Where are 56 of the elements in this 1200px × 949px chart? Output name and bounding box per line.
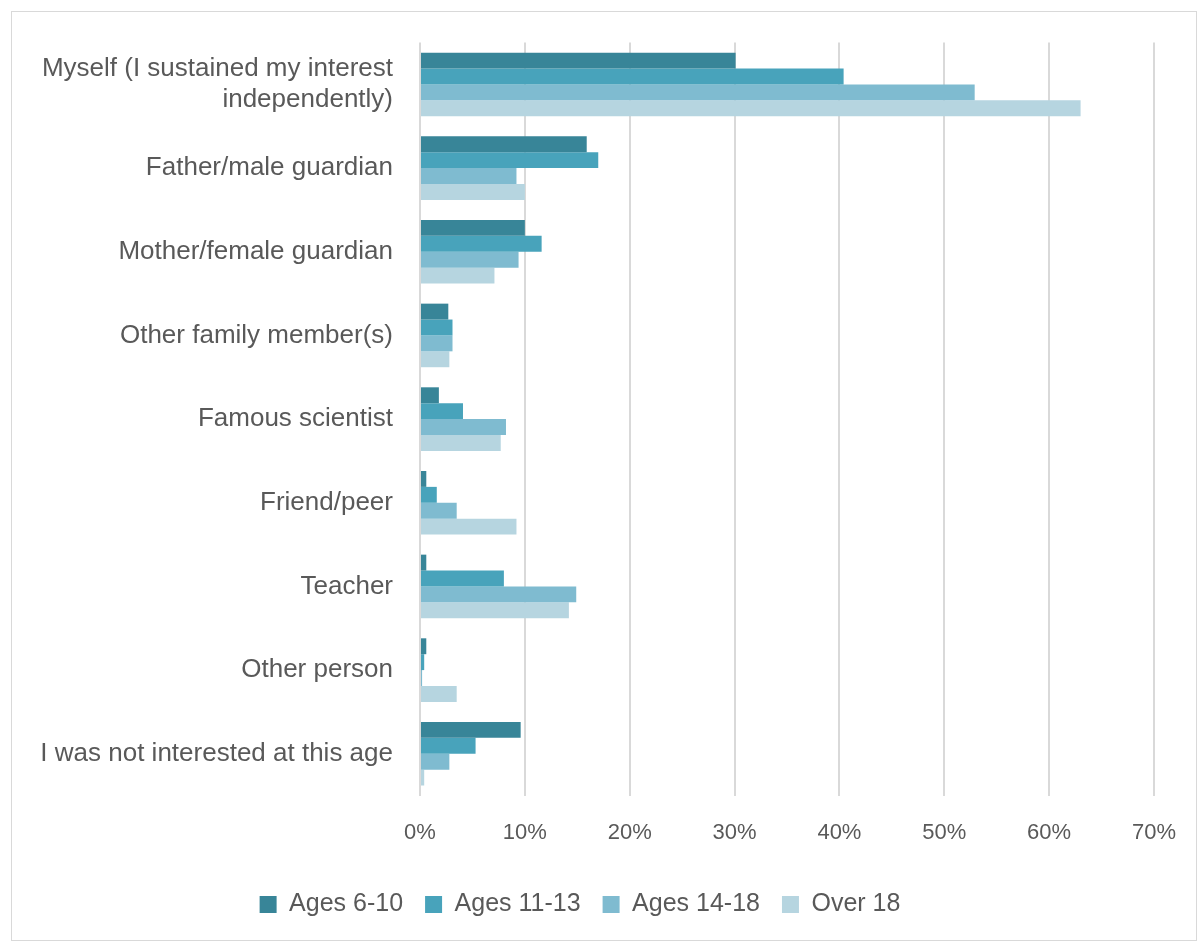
x-tick-label: 40%: [817, 818, 862, 844]
bar: [421, 654, 425, 671]
bar: [421, 219, 525, 236]
bar: [421, 52, 736, 69]
bar: [421, 303, 449, 320]
y-tick-label: Other family member(s): [119, 318, 393, 349]
y-tick-label: Teacher: [300, 569, 394, 600]
bar: [421, 721, 521, 738]
y-tick-label: Famous scientist: [197, 402, 394, 433]
bar: [421, 100, 1081, 117]
bar: [421, 351, 450, 368]
bar: [421, 686, 457, 702]
bar: [421, 502, 457, 519]
legend-label: Over 18: [811, 888, 901, 917]
bar: [421, 403, 463, 420]
x-tick-label: 50%: [922, 818, 967, 844]
bar: [421, 152, 599, 169]
legend-label: Ages 14-18: [632, 888, 760, 917]
bar: [421, 184, 525, 200]
bar: [421, 737, 476, 754]
bar: [421, 518, 517, 535]
y-tick-label: Father/male guardian: [145, 151, 393, 182]
bar: [421, 68, 844, 85]
legend-label: Ages 6-10: [289, 888, 404, 917]
bar: [421, 570, 504, 587]
y-tick-label: Friend/peer: [260, 485, 394, 516]
bar: [421, 769, 425, 786]
bar: [421, 586, 577, 603]
bar: [421, 753, 450, 770]
x-tick-label: 0%: [404, 818, 436, 844]
bar: [421, 235, 542, 252]
y-tick-label: I was not interested at this age: [40, 736, 393, 767]
bar: [421, 602, 569, 619]
y-tick-label: Myself (I sustained my interest independently): [41, 52, 394, 114]
bar: [421, 470, 427, 487]
bar: [421, 136, 587, 153]
x-tick-label: 30%: [712, 818, 757, 844]
bar: [421, 387, 439, 404]
x-tick-label: 10%: [502, 818, 547, 844]
bar: [421, 638, 427, 655]
bar: [421, 168, 517, 184]
x-tick-label: 60%: [1027, 818, 1072, 844]
bar: [421, 251, 519, 268]
x-tick-label: 70%: [1131, 818, 1177, 844]
bar: [421, 319, 453, 336]
y-tick-label: Other person: [241, 653, 393, 684]
bar: [421, 419, 506, 435]
x-tick-label: 20%: [607, 818, 652, 844]
bar: [421, 435, 501, 451]
bar: [421, 84, 975, 101]
bar: [421, 554, 427, 571]
legend-label: Ages 11-13: [454, 888, 581, 917]
y-tick-label: Mother/female guardian: [118, 234, 393, 265]
bar: [421, 335, 453, 352]
bar: [421, 486, 437, 503]
bar: [421, 267, 495, 284]
